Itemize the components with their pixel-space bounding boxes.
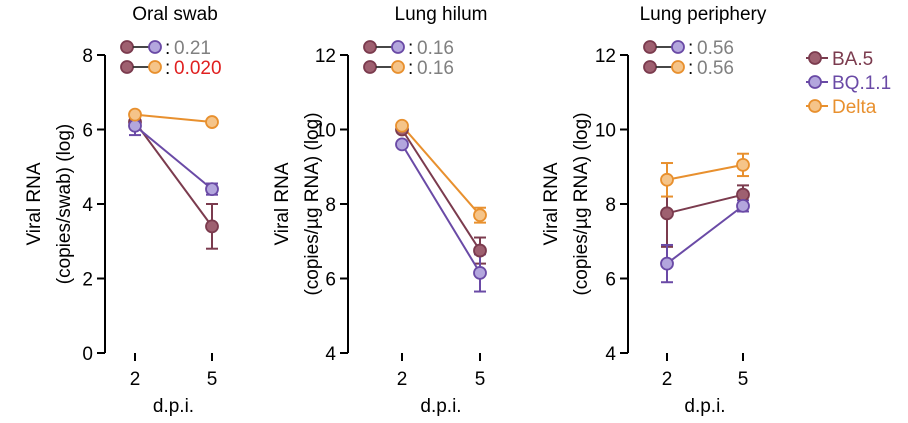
y-axis-label: Viral RNA xyxy=(541,162,562,245)
chart-panel-1: Lung hilum 4 6 8 10 12 2 5 d.p.i. Viral RNA (copie… xyxy=(272,4,487,417)
pvalue-marker-Delta xyxy=(391,60,405,74)
panel-title: Oral swab xyxy=(132,4,218,25)
panel-title: Lung hilum xyxy=(395,4,488,25)
pvalue-marker-BQ.1.1 xyxy=(391,40,405,54)
data-point-BQ.1.1 xyxy=(473,266,487,280)
x-tick-label: 2 xyxy=(662,369,673,390)
series-line-Delta xyxy=(134,113,213,124)
pvalue-marker-BQ.1.1 xyxy=(148,40,162,54)
y-tick-label: 2 xyxy=(82,270,93,291)
y-tick-label: 0 xyxy=(82,344,93,365)
series-line-BQ.1.1 xyxy=(666,205,744,265)
y-tick-label: 8 xyxy=(325,195,336,216)
legend: BA.5 BQ.1.1 Delta xyxy=(806,49,891,118)
panel-title: Lung periphery xyxy=(640,4,767,25)
data-point-Delta xyxy=(395,118,409,133)
y-axis-label: (copies/µg RNA) (log) xyxy=(571,112,592,295)
y-tick-label: 6 xyxy=(82,121,93,142)
chart-panel-2: Lung periphery 4 6 8 10 12 2 5 d.p.i. Viral RNA (c… xyxy=(541,4,767,417)
legend-marker-BQ.1.1 xyxy=(808,75,822,89)
y-tick-label: 4 xyxy=(605,344,616,365)
data-point-BA.5 xyxy=(736,187,750,202)
pvalue-marker-BQ.1.1 xyxy=(671,40,685,54)
pvalue-text: 0.16 xyxy=(417,38,454,59)
x-tick-label: 5 xyxy=(475,369,486,390)
data-point-Delta xyxy=(128,107,142,122)
series-line-Delta xyxy=(401,125,481,216)
pvalue-marker-BA.5 xyxy=(643,60,657,74)
pvalue-marker-Delta xyxy=(671,60,685,74)
y-tick-label: 8 xyxy=(82,46,93,67)
y-tick-label: 8 xyxy=(605,195,616,216)
data-point-BQ.1.1 xyxy=(736,198,750,213)
data-point-BQ.1.1 xyxy=(205,182,219,197)
data-point-Delta xyxy=(473,208,487,223)
y-tick-label: 4 xyxy=(325,344,336,365)
x-tick-label: 2 xyxy=(397,369,408,390)
series-line-BQ.1.1 xyxy=(401,143,481,274)
x-tick-label: 5 xyxy=(207,369,218,390)
x-axis-label: d.p.i. xyxy=(420,396,461,417)
data-point-BQ.1.1 xyxy=(660,256,674,271)
y-axis-label: Viral RNA xyxy=(272,162,293,245)
series-line-BA.5 xyxy=(666,193,744,215)
pvalue-text: 0.56 xyxy=(697,38,734,59)
data-point-Delta xyxy=(736,157,750,172)
y-tick-label: 6 xyxy=(325,270,336,291)
pvalue-colon: : xyxy=(165,58,170,79)
y-axis-label: Viral RNA xyxy=(24,162,45,245)
chart-panel-0: Oral swab 0 2 4 6 8 2 5 d.p.i. Viral RNA (copies/s… xyxy=(24,4,222,417)
legend-label-BA.5: BA.5 xyxy=(832,49,873,70)
x-tick-label: 2 xyxy=(130,369,141,390)
y-tick-label: 6 xyxy=(605,270,616,291)
pvalue-colon: : xyxy=(688,58,693,79)
series-line-BA.5 xyxy=(134,121,213,227)
pvalue-colon: : xyxy=(408,38,413,59)
pvalue-colon: : xyxy=(408,58,413,79)
data-point-Delta xyxy=(205,115,219,129)
pvalue-marker-Delta xyxy=(148,60,162,74)
data-point-BQ.1.1 xyxy=(395,137,409,152)
y-axis-label: (copies/swab) (log) xyxy=(54,124,75,285)
y-tick-label: 12 xyxy=(315,46,336,67)
y-tick-label: 10 xyxy=(595,121,616,142)
data-point-BA.5 xyxy=(473,243,487,258)
x-axis-label: d.p.i. xyxy=(684,396,725,417)
data-point-BA.5 xyxy=(660,206,674,221)
data-point-BA.5 xyxy=(205,219,219,234)
legend-label-Delta: Delta xyxy=(832,97,877,118)
y-tick-label: 4 xyxy=(82,195,93,216)
y-axis-label: (copies/µg RNA) (log) xyxy=(302,112,323,295)
pvalue-marker-BA.5 xyxy=(363,40,377,54)
pvalue-text: 0.020 xyxy=(174,58,222,79)
series-line-BQ.1.1 xyxy=(134,125,213,190)
pvalue-marker-BA.5 xyxy=(363,60,377,74)
pvalue-text: 0.21 xyxy=(174,38,211,59)
x-axis-label: d.p.i. xyxy=(153,396,194,417)
y-tick-label: 12 xyxy=(595,46,616,67)
data-point-BQ.1.1 xyxy=(128,118,142,133)
pvalue-colon: : xyxy=(165,38,170,59)
pvalue-marker-BA.5 xyxy=(643,40,657,54)
legend-label-BQ.1.1: BQ.1.1 xyxy=(832,73,891,94)
pvalue-text: 0.56 xyxy=(697,58,734,79)
data-point-Delta xyxy=(660,172,674,187)
series-line-Delta xyxy=(666,163,744,181)
legend-marker-BA.5 xyxy=(808,51,822,65)
y-tick-label: 10 xyxy=(315,121,336,142)
pvalue-colon: : xyxy=(688,38,693,59)
legend-marker-Delta xyxy=(808,99,822,113)
x-tick-label: 5 xyxy=(738,369,749,390)
series-line-BA.5 xyxy=(401,128,481,252)
pvalue-marker-BA.5 xyxy=(120,60,134,74)
pvalue-text: 0.16 xyxy=(417,58,454,79)
pvalue-marker-BA.5 xyxy=(120,40,134,54)
